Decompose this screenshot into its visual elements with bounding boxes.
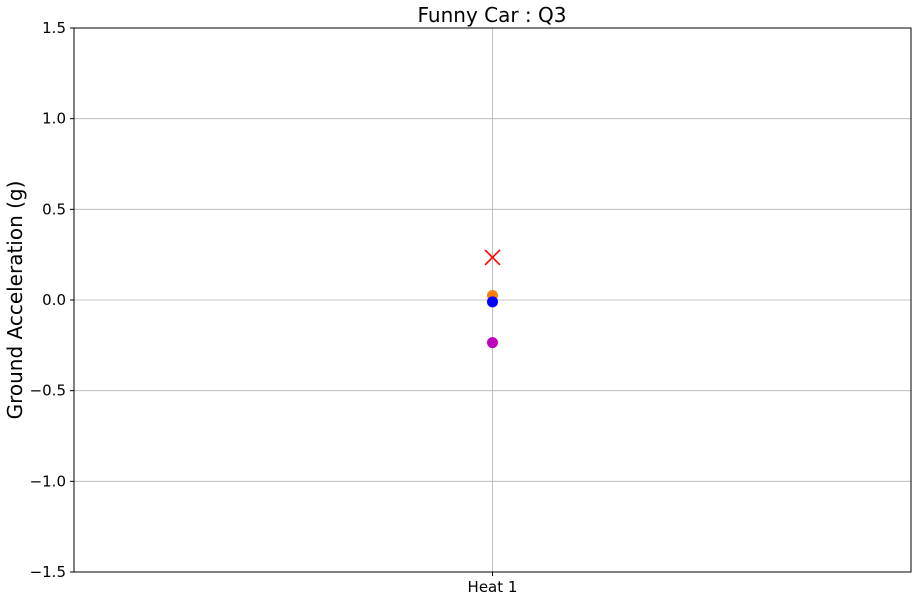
y-tick-label: 0.0 [42, 291, 66, 309]
y-tick-label: −1.5 [30, 563, 66, 581]
x-marker-stroke [484, 249, 501, 266]
data-point-x-marker [484, 249, 501, 266]
y-tick-label: 1.0 [42, 110, 66, 128]
marks-layer [484, 249, 501, 349]
y-tick-label: −0.5 [30, 382, 66, 400]
chart-title: Funny Car : Q3 [418, 3, 567, 27]
y-tick-label: 0.5 [42, 200, 66, 218]
data-point [487, 337, 498, 349]
y-tick-label: 1.5 [42, 19, 66, 37]
x-tick-label: Heat 1 [468, 578, 518, 596]
data-point [487, 296, 498, 308]
y-axis-label: Ground Acceleration (g) [3, 181, 27, 420]
y-tick-label: −1.0 [30, 472, 66, 490]
ticks-layer: −1.5 −1.0 −0.5 0.0 0.5 1.0 1.5 Heat 1 [30, 19, 518, 596]
